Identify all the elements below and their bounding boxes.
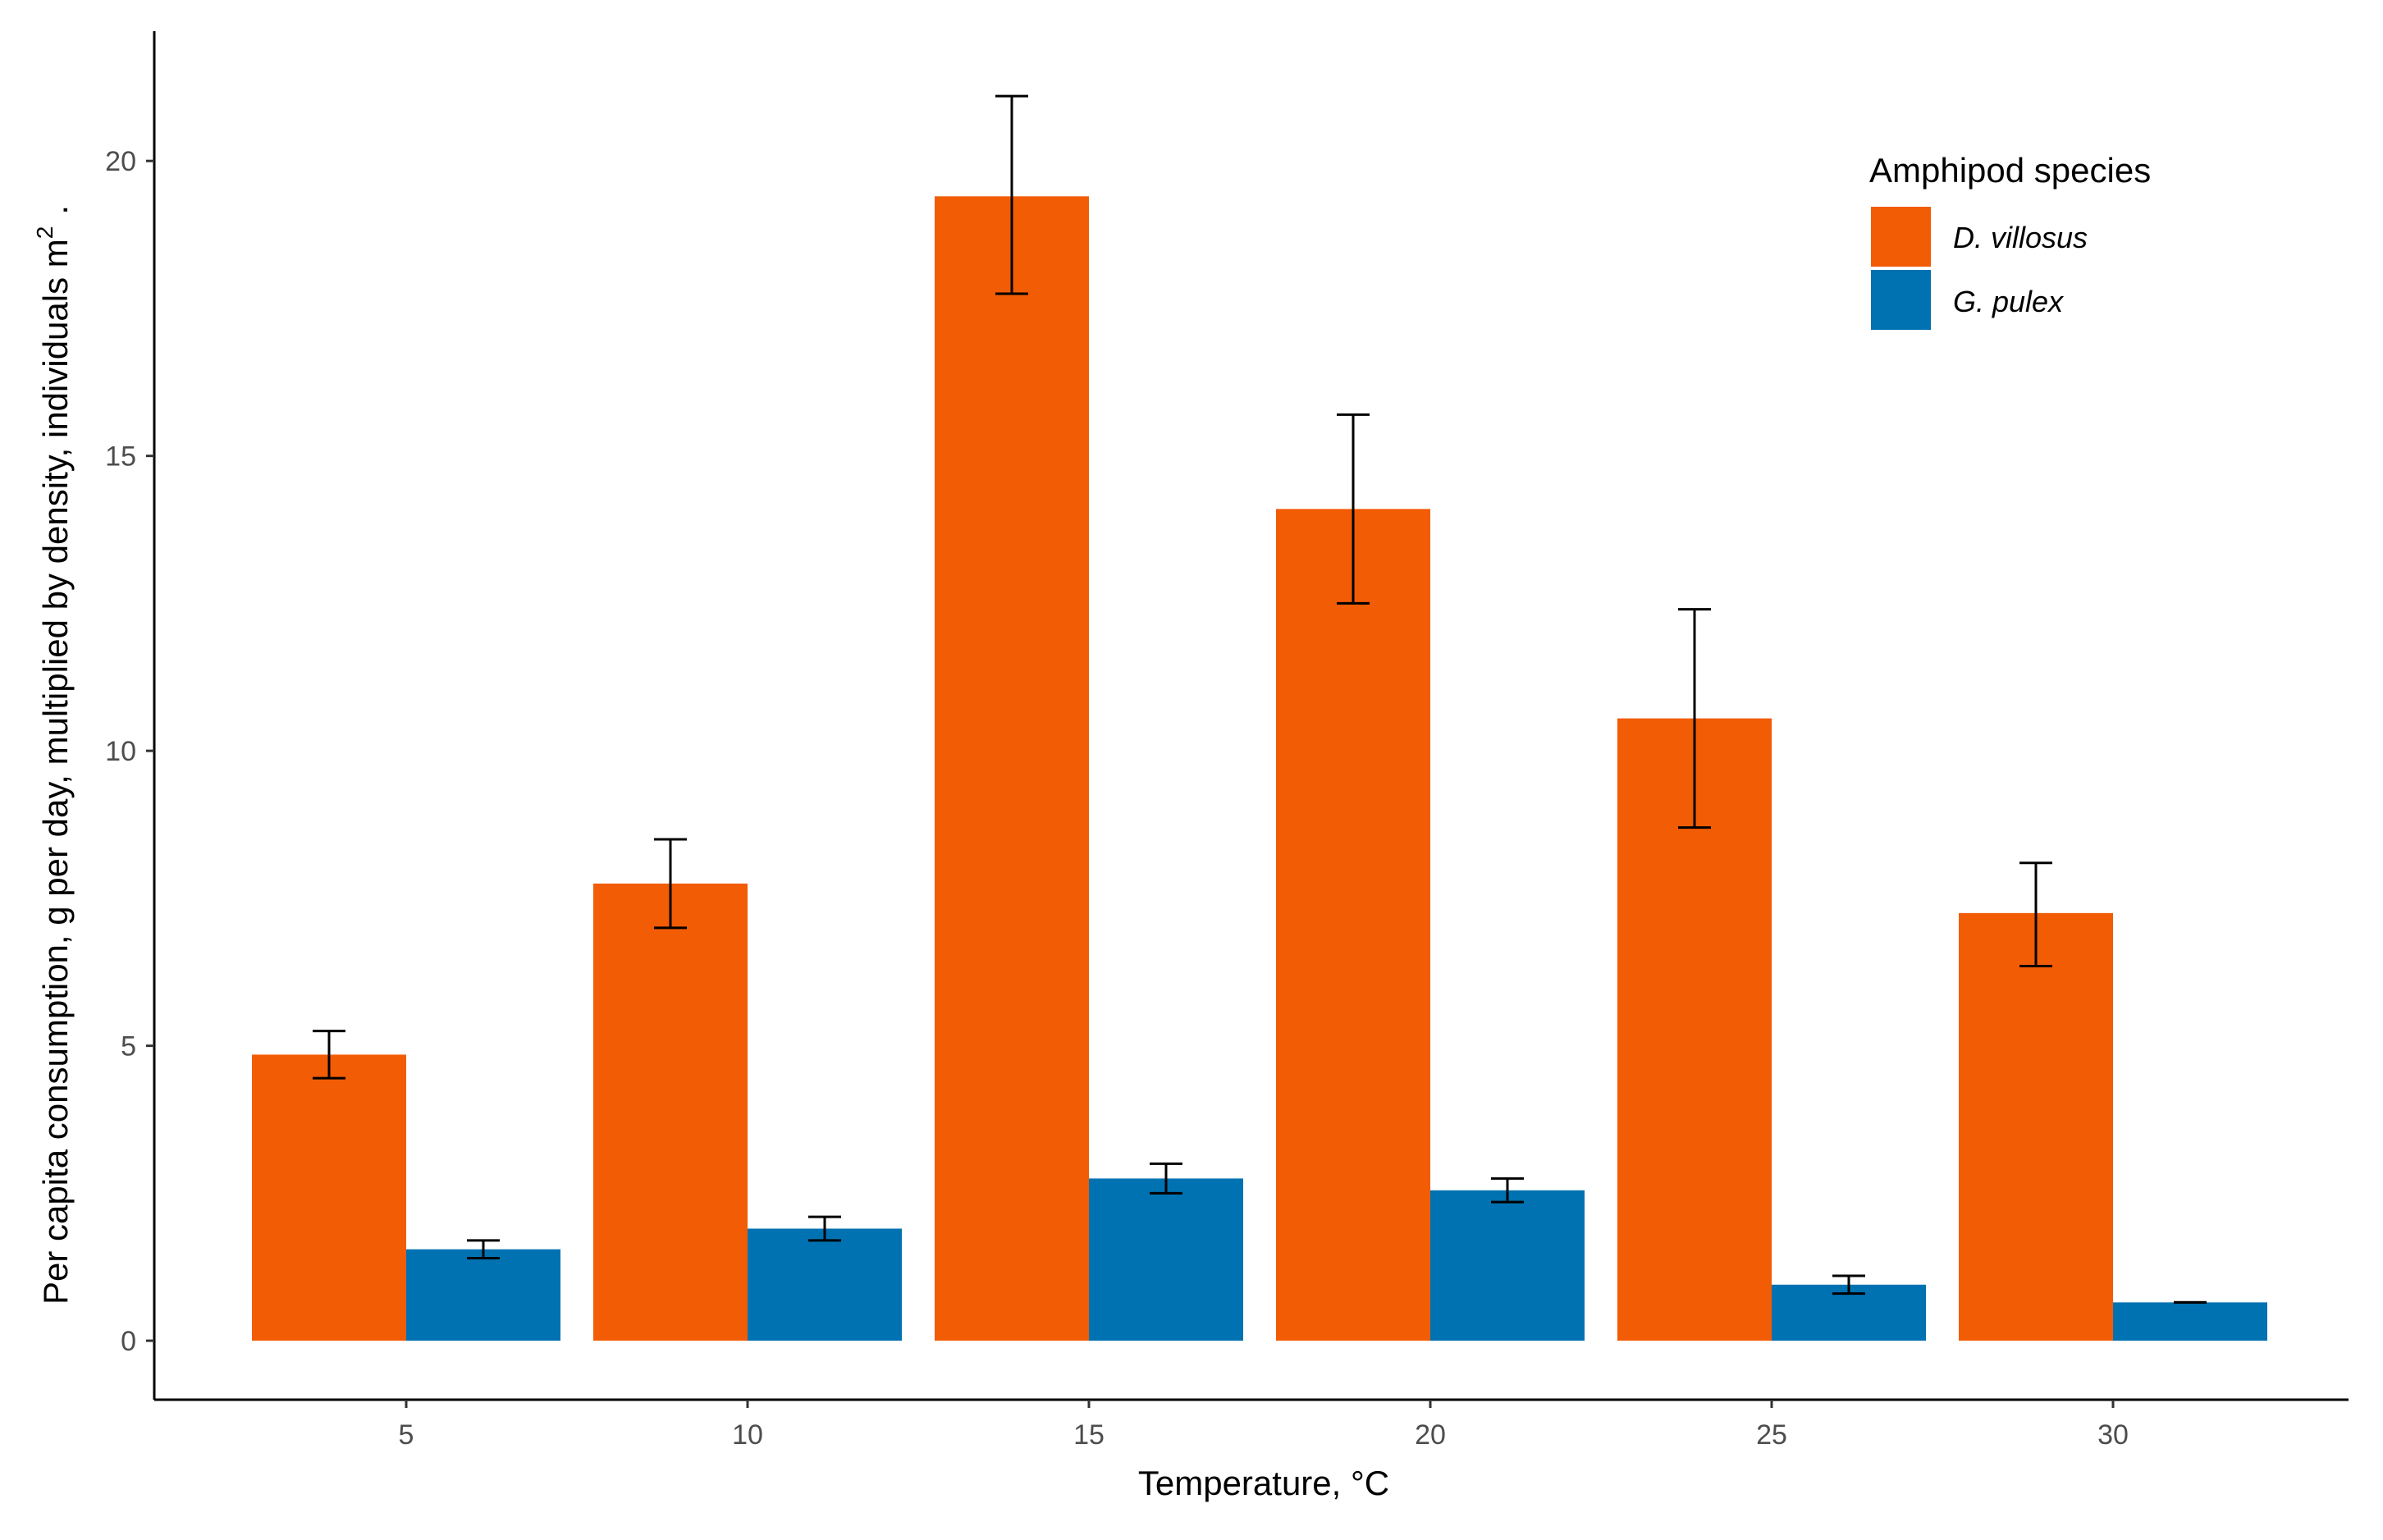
y-axis-title: Per capita consumption, g per day, multi…: [32, 205, 75, 1305]
y-tick-label: 0: [121, 1326, 136, 1357]
bar-d-villosus-30: [1959, 912, 2113, 1341]
legend-label-g-pulex: G. pulex: [1953, 285, 2065, 318]
x-tick-label: 10: [732, 1419, 763, 1451]
y-tick-label: 20: [105, 146, 136, 177]
x-axis-title: Temperature, °C: [1138, 1464, 1389, 1502]
y-tick-label: 15: [105, 441, 136, 473]
error-bar: [467, 1239, 500, 1259]
error-bar: [808, 1215, 841, 1242]
legend: Amphipod species D. villosus G. pulex: [1869, 151, 2151, 330]
y-axis-title-suffix: .: [36, 205, 75, 215]
y-tick-label: 10: [105, 736, 136, 767]
x-tick-label: 15: [1073, 1419, 1105, 1451]
error-bar: [1491, 1177, 1524, 1204]
error-bar: [1678, 608, 1711, 829]
legend-label-d-villosus: D. villosus: [1953, 221, 2088, 254]
bar-d-villosus-20: [1276, 509, 1430, 1341]
bar-g-pulex-30: [2113, 1302, 2267, 1341]
legend-swatch-d-villosus: [1871, 207, 1931, 267]
x-tick-label: 25: [1756, 1419, 1787, 1451]
error-bar: [654, 838, 687, 930]
x-tick-label: 20: [1415, 1419, 1446, 1451]
y-ticks: 0 5 10 15 20: [105, 146, 154, 1357]
x-tick-label: 30: [2097, 1419, 2129, 1451]
bar-g-pulex-5: [406, 1249, 560, 1341]
bars-layer: [252, 196, 2267, 1341]
error-bars-layer: [313, 94, 2207, 1304]
error-bar: [1150, 1162, 1182, 1195]
error-bar: [1832, 1274, 1865, 1296]
y-axis-title-main: Per capita consumption, g per day, multi…: [36, 239, 75, 1305]
bar-d-villosus-10: [593, 883, 748, 1341]
x-tick-label: 5: [399, 1419, 414, 1451]
bar-g-pulex-15: [1089, 1178, 1243, 1341]
legend-swatch-g-pulex: [1871, 270, 1931, 330]
x-ticks: 5 10 15 20 25 30: [399, 1400, 2129, 1451]
y-tick-label: 5: [121, 1031, 136, 1062]
legend-title: Amphipod species: [1869, 151, 2151, 190]
error-bar: [995, 94, 1028, 295]
error-bar: [313, 1030, 345, 1080]
error-bar: [2019, 861, 2052, 968]
y-axis-title-superscript: 2: [32, 226, 57, 240]
bar-g-pulex-10: [748, 1228, 902, 1341]
error-bar: [1337, 413, 1370, 605]
bar-d-villosus-5: [252, 1054, 406, 1341]
bar-d-villosus-15: [935, 196, 1089, 1341]
bar-g-pulex-20: [1430, 1190, 1585, 1341]
